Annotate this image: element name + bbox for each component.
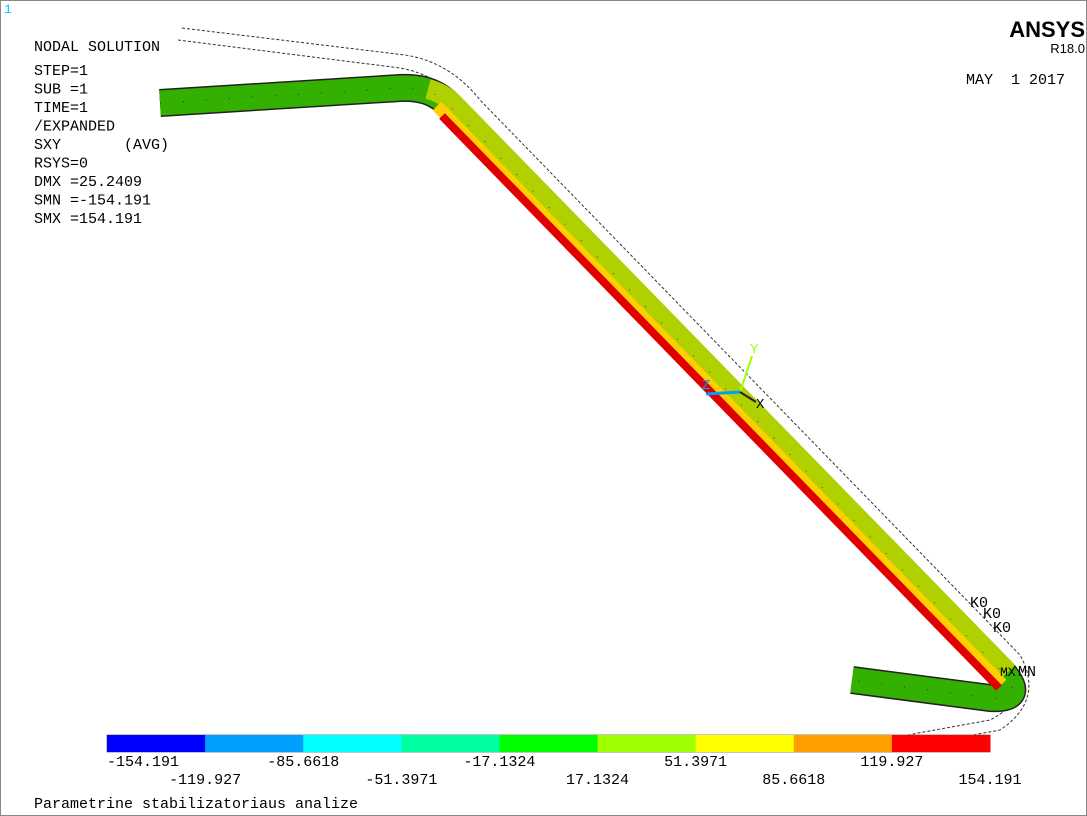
legend-label: 119.927: [860, 754, 923, 771]
legend-label: -154.191: [107, 754, 179, 771]
legend-label: 17.1324: [566, 772, 629, 789]
legend-label: 154.191: [958, 772, 1021, 789]
legend-label: 85.6618: [762, 772, 825, 789]
axis-label: Z: [702, 378, 710, 394]
info-line: /EXPANDED: [34, 119, 115, 136]
legend-swatch: [401, 735, 500, 752]
page: {"window_number": "1", "info": ["NODAL S…: [0, 0, 1087, 816]
info-line: NODAL SOLUTION: [34, 39, 160, 56]
info-line: SUB =1: [34, 82, 88, 99]
info-line: STEP=1: [34, 63, 88, 80]
legend-label: 51.3971: [664, 754, 727, 771]
legend-swatch: [499, 735, 598, 752]
info-line: DMX =25.2409: [34, 174, 142, 191]
legend-swatch: [696, 735, 795, 752]
legend-swatch: [794, 735, 893, 752]
info-line: RSYS=0: [34, 156, 88, 173]
legend-label: -119.927: [169, 772, 241, 789]
legend-label: -17.1324: [463, 754, 535, 771]
axis-label: X: [756, 397, 765, 413]
legend-label: -51.3971: [365, 772, 437, 789]
legend-swatch: [303, 735, 402, 752]
max-label: MX: [1000, 665, 1016, 680]
window-number: 1: [4, 2, 12, 17]
info-line: SMN =-154.191: [34, 193, 151, 210]
legend-swatch: [107, 735, 206, 752]
legend-swatch: [205, 735, 304, 752]
version: R18.0: [1050, 41, 1085, 56]
legend-label: -85.6618: [267, 754, 339, 771]
triad-z: [706, 392, 740, 394]
brand: ANSYS: [1009, 17, 1085, 42]
axis-label: Y: [750, 342, 759, 358]
caption: Parametrine stabilizatoriaus analize: [34, 796, 358, 813]
info-line: SMX =154.191: [34, 211, 142, 228]
info-line: SXY (AVG): [34, 137, 169, 154]
keypoint-label: K0: [993, 620, 1011, 637]
legend-swatch: [598, 735, 697, 752]
legend-swatch: [892, 735, 991, 752]
info-line: TIME=1: [34, 100, 88, 117]
viewport: 1 NODAL SOLUTION STEP=1 SUB =1TIME=1/EXPAND…: [0, 0, 1087, 816]
min-label: MN: [1018, 664, 1036, 681]
date: MAY 1 2017: [966, 72, 1065, 89]
